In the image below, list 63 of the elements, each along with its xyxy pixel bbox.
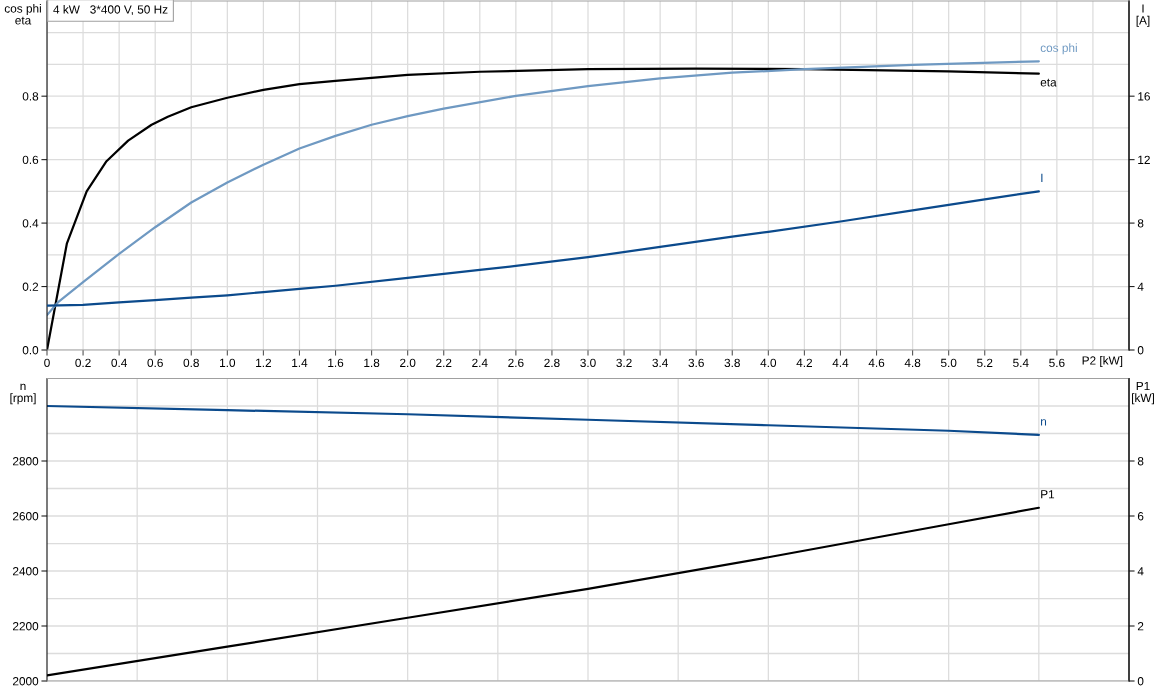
y-tick-label: 0.4 [22,219,39,228]
x-tick-label: 4.0 [760,358,777,367]
x-tick-label: 5.0 [940,358,957,367]
x-tick-label: 5.6 [1049,358,1065,367]
x-tick-label: 2.4 [472,358,488,367]
series-label: eta [1040,78,1057,87]
x-tick-label: 3.2 [616,358,632,367]
line-series [47,190,1040,307]
x-tick-label: 1.0 [220,358,236,367]
x-tick-label: 1.4 [292,358,308,367]
y2-tick-label: 2 [1137,622,1144,631]
y2-tick-label: 8 [1137,219,1144,228]
y2-tick-label: 4 [1137,567,1144,576]
x-tick-label: 0.6 [147,358,163,367]
y-tick-label: 0.6 [22,155,39,165]
x-axis-title: P2 [kW] [1082,356,1123,368]
x-tick-label: 3.4 [652,358,668,367]
x-tick-label: 3.6 [688,358,704,367]
y2-axis-title: I [A] [1136,4,1150,27]
y-axis-title: cos phi eta [4,4,41,25]
x-tick-label: 4.2 [796,358,813,367]
series-label: I [1041,173,1043,182]
x-tick-label: 4.4 [832,358,849,367]
x-tick-label: 2.6 [508,358,524,367]
y2-axis-title: P1 [kW] [1132,381,1154,405]
x-tick-label: 0.8 [183,358,199,367]
y-tick-label: 0.8 [22,92,39,101]
x-tick-label: 3.0 [580,358,596,367]
x-tick-label: 1.8 [364,358,380,367]
x-tick-label: 1.2 [256,358,272,367]
x-tick-label: 4.8 [904,358,921,367]
y-tick-label: 0.2 [22,282,39,291]
y-tick-label: 2000 [13,677,39,686]
x-tick-label: 5.4 [1013,358,1029,367]
x-tick-label: 1.6 [328,358,344,367]
x-tick-label: 5.2 [977,358,993,367]
y-tick-label: 2200 [13,622,39,631]
y-axis-title: n [rpm] [10,383,36,405]
series-label: n [1041,419,1047,426]
y2-tick-label: 0 [1137,346,1144,355]
y2-tick-label: 16 [1138,92,1150,101]
line-series [47,506,1040,677]
y2-tick-label: 4 [1137,282,1144,291]
y2-tick-label: 6 [1137,512,1144,521]
x-tick-label: 0 [44,358,50,367]
line-series [47,404,1040,436]
y-tick-label: 2600 [13,512,39,521]
y2-tick-label: 0 [1137,677,1144,686]
x-tick-label: 0.2 [75,358,91,367]
x-tick-label: 2.0 [400,358,416,367]
y-tick-label: 0.0 [22,346,39,355]
series-label: P1 [1041,490,1055,499]
x-tick-label: 0.4 [111,358,127,367]
x-tick-label: 4.6 [868,358,885,367]
y2-tick-label: 12 [1138,155,1150,164]
x-tick-label: 3.8 [724,358,740,367]
y2-tick-label: 8 [1137,457,1144,466]
y-tick-label: 2400 [13,567,39,576]
series-label: cos phi [1040,43,1077,55]
y-tick-label: 2800 [13,457,39,466]
chart-title: 4 kW 3*400 V, 50 Hz [53,5,168,16]
x-tick-label: 2.8 [544,358,560,367]
x-tick-label: 2.2 [436,358,452,367]
